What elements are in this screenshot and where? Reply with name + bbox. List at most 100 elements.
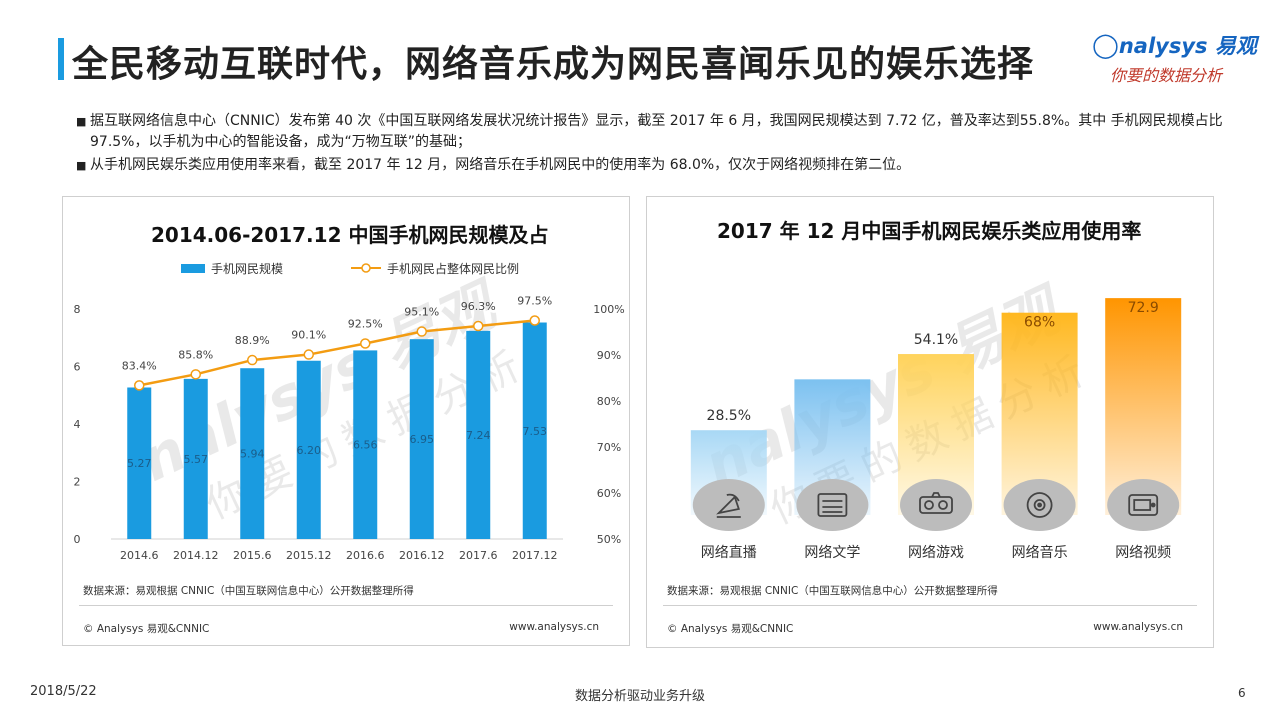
icon-disc — [692, 479, 765, 531]
legend-label: 手机网民规模 — [211, 261, 283, 276]
x-tick-label: 2014.6 — [120, 549, 159, 562]
bullet-item: ■ 从手机网民娱乐类应用使用率来看，截至 2017 年 12 月，网络音乐在手机… — [76, 155, 1256, 176]
x-tick-label: 2017.12 — [512, 549, 558, 562]
bar-value-label: 5.57 — [184, 453, 209, 466]
music-disc-icon — [1026, 492, 1053, 518]
line-value-label: 90.1% — [291, 329, 326, 342]
bar-value-label: 72.9 — [1128, 300, 1159, 316]
bar-value-label: 28.5% — [707, 408, 751, 424]
bar-value-label: 7.24 — [466, 429, 491, 442]
y-right-tick-label: 50% — [597, 533, 621, 546]
divider — [663, 605, 1197, 606]
bullet-text: 从手机网民娱乐类应用使用率来看，截至 2017 年 12 月，网络音乐在手机网民… — [90, 157, 911, 173]
x-tick-label: 网络视频 — [1115, 545, 1171, 561]
title-accent-bar — [58, 38, 64, 80]
bar-value-label: 5.27 — [127, 457, 152, 470]
icon-part — [931, 492, 941, 498]
line-point — [247, 354, 258, 366]
bar-mobile-users — [409, 339, 434, 539]
line-point — [473, 320, 484, 332]
icon-disc — [900, 479, 972, 531]
icon-part — [817, 493, 848, 517]
icon-part — [1128, 494, 1159, 516]
bar-value-label: 68% — [1024, 315, 1055, 331]
x-tick-label: 2016.12 — [399, 549, 445, 562]
x-tick-label: 2015.12 — [286, 549, 332, 562]
icon-disc — [1107, 479, 1180, 531]
y-right-tick-label: 70% — [597, 441, 621, 454]
bar-value-label: 5.94 — [240, 448, 265, 461]
data-source-note: 数据来源：易观根据 CNNIC（中国互联网信息中心）公开数据整理所得 — [667, 585, 998, 597]
y-left-tick-label: 8 — [74, 303, 81, 316]
x-tick-label: 2014.12 — [173, 549, 219, 562]
game-icon — [919, 492, 953, 514]
data-source-note: 数据来源：易观根据 CNNIC（中国互联网信息中心）公开数据整理所得 — [83, 585, 414, 597]
line-value-label: 97.5% — [517, 295, 552, 308]
bar-value-label: 7.53 — [523, 425, 548, 438]
icon-part — [1150, 502, 1156, 508]
x-tick-label: 网络音乐 — [1012, 544, 1068, 561]
website-link: www.analysys.cn — [509, 621, 599, 633]
line-value-label: 85.8% — [178, 348, 213, 361]
icon-disc — [796, 479, 869, 531]
line-value-label: 92.5% — [348, 318, 383, 331]
line-point — [360, 338, 371, 349]
legend-label: 手机网民占整体网民比例 — [387, 261, 519, 276]
line-point — [134, 380, 145, 391]
x-tick-label: 2015.6 — [233, 549, 272, 562]
y-right-tick-label: 80% — [597, 395, 621, 408]
line-point — [190, 369, 201, 380]
legend-line-marker — [361, 263, 371, 273]
footer-date: 2018/5/22 — [30, 684, 97, 699]
line-value-label: 96.3% — [461, 300, 496, 313]
bullet-square-icon: ■ — [76, 115, 87, 128]
website-link: www.analysys.cn — [1093, 621, 1183, 633]
bullet-text: 据互联网络信息中心（CNNIC）发布第 40 次《中国互联网络发展状况统计报告》… — [90, 113, 1223, 150]
icon-part — [1026, 492, 1053, 518]
bar-mobile-users — [353, 350, 378, 539]
icon-part — [938, 500, 948, 510]
line-value-label: 88.9% — [235, 334, 270, 347]
line-value-label: 95.1% — [404, 306, 439, 319]
line-value-label: 83.4% — [122, 359, 157, 372]
entertainment-usage-chart: nalysys 易观你要的数据分析28.5%网络直播网络文学54.1%网络游戏6… — [690, 274, 1182, 561]
icon-part — [726, 493, 740, 502]
literature-icon — [817, 493, 848, 517]
logo-slogan: 你要的数据分析 — [1110, 66, 1223, 85]
legend-bar-swatch — [181, 264, 205, 273]
x-tick-label: 2016.6 — [346, 549, 385, 562]
icon-part — [1133, 499, 1152, 511]
bar-value-label: 6.95 — [410, 433, 435, 446]
bar-mobile-users — [183, 378, 208, 539]
summary-bullets: ■ 据互联网络信息中心（CNNIC）发布第 40 次《中国互联网络发展状况统计报… — [76, 111, 1256, 178]
y-left-tick-label: 0 — [74, 533, 81, 546]
y-right-tick-label: 100% — [593, 303, 624, 316]
icon-part — [1037, 502, 1043, 508]
line-share-ratio — [139, 319, 535, 387]
entertainment-usage-chart-panel: 2017 年 12 月中国手机网民娱乐类应用使用率 nalysys 易观你要的数… — [646, 196, 1214, 648]
mobile-users-chart: 手机网民规模手机网民占整体网民比例nalysys 易观你要的数据分析024685… — [74, 261, 625, 562]
logo-wordmark: ◯nalysys 易观 — [1092, 31, 1257, 59]
mobile-users-chart-panel: 2014.06-2017.12 中国手机网民规模及占 手机网民规模 手机网民占整体… — [62, 196, 630, 646]
y-right-tick-label: 90% — [597, 349, 621, 362]
y-right-tick-label: 60% — [597, 487, 621, 500]
chart-title: 2017 年 12 月中国手机网民娱乐类应用使用率 — [717, 219, 1142, 243]
chart-title: 2014.06-2017.12 中国手机网民规模及占 — [151, 223, 549, 247]
bullet-item: ■ 据互联网络信息中心（CNNIC）发布第 40 次《中国互联网络发展状况统计报… — [76, 111, 1256, 153]
bar-mobile-users — [522, 322, 547, 539]
icon-part — [919, 496, 953, 514]
video-tv-icon — [1128, 494, 1159, 516]
divider — [79, 605, 613, 606]
x-tick-label: 网络游戏 — [908, 545, 964, 561]
bullet-square-icon: ■ — [76, 159, 87, 172]
bar-value-label: 54.1% — [914, 332, 958, 348]
x-tick-label: 网络文学 — [804, 545, 860, 561]
bar-usage-rate — [1105, 298, 1182, 515]
live-broadcast-icon — [716, 493, 741, 518]
page-title: 全民移动互联时代，网络音乐成为网民喜闻乐见的娱乐选择 — [72, 44, 1035, 85]
page-number: 6 — [1238, 686, 1246, 700]
x-tick-label: 2017.6 — [459, 549, 498, 562]
x-tick-label: 网络直播 — [701, 544, 757, 561]
line-point — [303, 349, 314, 360]
bar-value-label: 6.20 — [297, 444, 322, 457]
